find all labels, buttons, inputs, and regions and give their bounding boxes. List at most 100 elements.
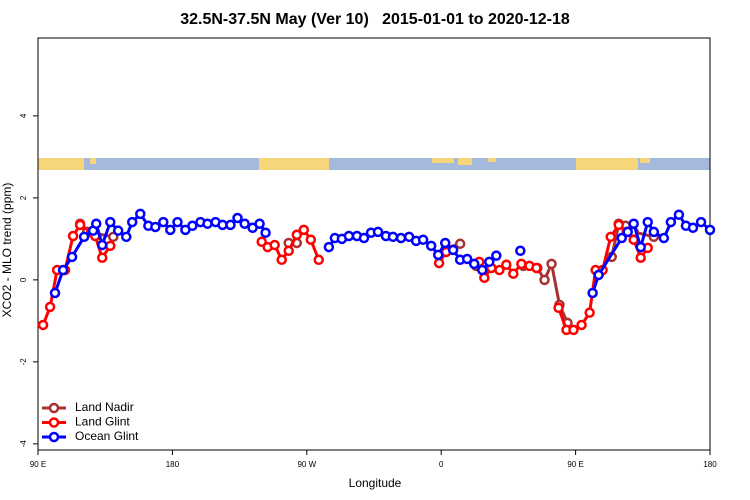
data-point [57, 264, 69, 276]
data-point [298, 224, 310, 236]
data-point [501, 259, 512, 270]
data-point [553, 302, 564, 313]
data-point [105, 240, 116, 252]
data-point [417, 234, 429, 245]
data-point [67, 230, 79, 242]
legend-marker [48, 431, 60, 443]
legend-marker [48, 417, 60, 428]
data-point [112, 225, 124, 236]
data-point [461, 253, 473, 265]
data-point [673, 209, 685, 220]
data-point [232, 212, 243, 224]
data-point [494, 264, 505, 276]
data-point [635, 252, 646, 263]
data-point [516, 258, 527, 270]
data-point [121, 231, 132, 243]
data-point [593, 269, 604, 281]
data-point [187, 220, 198, 232]
data-point [358, 232, 370, 244]
data-point [44, 301, 56, 313]
data-point [695, 216, 707, 228]
data-point [687, 222, 699, 234]
data-point [587, 287, 598, 299]
data-point [269, 239, 280, 251]
data-point [158, 216, 169, 228]
x-tick-label: 0 [439, 460, 444, 469]
y-axis-label: XCO2 - MLO trend (ppm) [0, 183, 14, 318]
data-point [613, 219, 625, 231]
data-point [254, 218, 265, 229]
data-point [425, 240, 437, 252]
data-point [576, 319, 587, 331]
data-point [484, 256, 495, 268]
data-point [291, 229, 303, 241]
data-point [447, 244, 459, 256]
data-point [37, 319, 49, 331]
data-point [439, 237, 451, 249]
x-tick-label: 90 E [567, 460, 583, 469]
data-point [477, 264, 488, 276]
data-point [395, 232, 407, 244]
data-point [387, 231, 399, 243]
data-point [202, 218, 213, 229]
data-point [648, 226, 660, 238]
data-point [239, 218, 250, 229]
data-point [454, 238, 466, 250]
data-point [66, 251, 78, 263]
data-point [96, 252, 108, 263]
data-point [508, 268, 519, 279]
data-point [323, 241, 335, 253]
data-point [433, 257, 445, 269]
data-point [172, 216, 183, 228]
legend-label: Ocean Glint [75, 429, 139, 443]
data-point [276, 254, 287, 266]
y-tick-label: 2 [19, 195, 28, 200]
data-point [165, 224, 176, 236]
data-point [135, 208, 146, 220]
data-point [568, 324, 579, 336]
x-tick-label: 180 [703, 460, 717, 469]
data-point [343, 230, 355, 242]
land-mask-strip [38, 158, 710, 170]
data-point [432, 249, 444, 261]
data-point [539, 274, 550, 286]
data-point [372, 226, 384, 238]
data-point [665, 216, 677, 228]
data-point [225, 219, 236, 231]
data-point [90, 218, 102, 229]
x-tick-label: 180 [166, 460, 180, 469]
data-point [704, 224, 716, 236]
legend-marker [48, 402, 60, 414]
data-point [628, 218, 639, 229]
data-point [531, 262, 542, 274]
data-point [605, 231, 616, 243]
y-tick-label: 4 [19, 113, 28, 118]
data-point [105, 216, 116, 228]
plot-frame [37, 37, 711, 451]
data-point [260, 227, 271, 238]
data-point [546, 258, 557, 270]
chart-title: 32.5N-37.5N May (Ver 10) 2015-01-01 to 2… [180, 11, 570, 28]
x-tick-label: 90 E [30, 460, 46, 469]
legend-label: Land Nadir [75, 400, 134, 414]
legend-label: Land Glint [75, 415, 130, 429]
y-tick-label: 0 [19, 277, 28, 282]
data-point [313, 254, 324, 266]
data-point [635, 241, 646, 253]
data-point [49, 287, 61, 299]
data-point [622, 226, 633, 238]
x-tick-label: 90 W [297, 460, 316, 469]
data-point [283, 245, 294, 257]
data-point [305, 234, 317, 245]
x-axis-label: Longitude [349, 476, 402, 490]
data-point [515, 245, 526, 257]
data-point [642, 216, 653, 228]
data-point [658, 232, 670, 244]
data-point [584, 307, 595, 318]
data-point [491, 250, 502, 261]
data-point [616, 232, 627, 244]
y-tick-label: -2 [19, 358, 28, 366]
data-point [74, 219, 86, 231]
